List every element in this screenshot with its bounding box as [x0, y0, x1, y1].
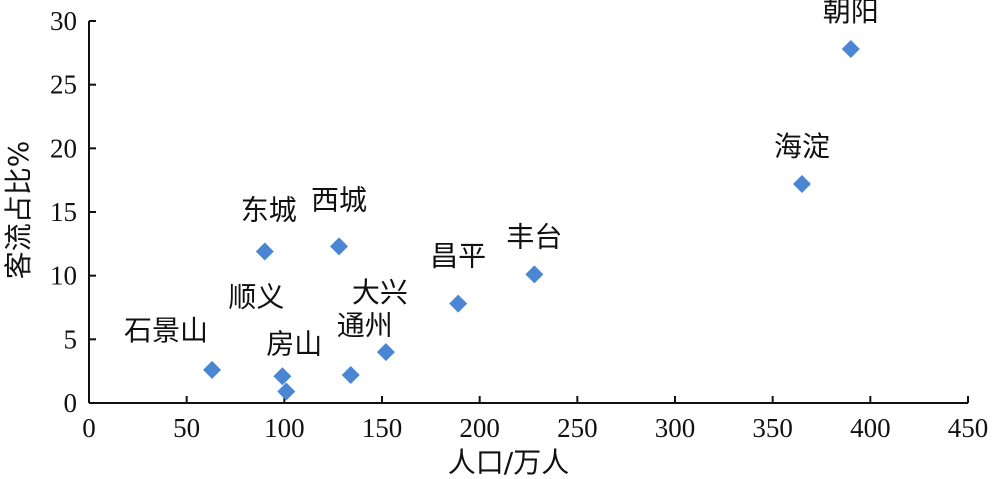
y-tick-label: 15 [50, 197, 77, 227]
data-point-marker [277, 382, 296, 401]
x-tick-label: 200 [459, 413, 500, 443]
point-label: 大兴 [352, 276, 408, 309]
axes [88, 21, 968, 404]
data-point-marker [255, 242, 274, 261]
y-tick-label: 30 [50, 6, 77, 36]
point-label: 西城 [311, 183, 367, 216]
data-point-marker [841, 40, 860, 59]
data-point-marker [792, 174, 811, 193]
x-tick-label: 450 [948, 413, 989, 443]
point-label: 东城 [241, 193, 297, 226]
y-tick-label: 25 [50, 70, 77, 100]
point-label: 海淀 [774, 130, 830, 163]
y-tick-label: 5 [64, 324, 78, 354]
point-label: 房山 [266, 328, 322, 361]
x-tick-label: 400 [850, 413, 891, 443]
point-label: 顺义 [228, 280, 284, 313]
y-tick-label: 20 [50, 133, 77, 163]
x-tick-label: 350 [752, 413, 793, 443]
y-tick-label: 0 [64, 388, 78, 418]
point-label: 石景山 [124, 314, 208, 347]
x-tick-label: 0 [82, 413, 96, 443]
x-ticks: 0 50 100 150 200 250 300 350 400 450 [82, 396, 988, 443]
x-axis-title: 人口/万人 [448, 446, 569, 479]
data-point-marker [273, 367, 292, 386]
data-point-marker [449, 294, 468, 313]
point-label: 朝阳 [823, 0, 879, 28]
point-label: 丰台 [506, 220, 562, 253]
y-ticks: 0 5 10 15 20 25 30 [50, 6, 96, 418]
x-tick-label: 100 [264, 413, 305, 443]
data-point-marker [203, 360, 222, 379]
x-tick-label: 250 [557, 413, 598, 443]
y-tick-label: 10 [50, 261, 77, 291]
point-label: 昌平 [430, 240, 486, 273]
data-point-marker [525, 265, 544, 284]
point-label: 通州 [337, 309, 393, 342]
x-tick-label: 150 [362, 413, 403, 443]
x-tick-label: 50 [173, 413, 200, 443]
data-point-marker [330, 237, 349, 256]
data-point-marker [341, 365, 360, 384]
y-axis-title: 客流占比% [2, 141, 35, 280]
data-point-marker [376, 343, 395, 362]
data-points [203, 40, 860, 401]
x-tick-label: 300 [655, 413, 696, 443]
